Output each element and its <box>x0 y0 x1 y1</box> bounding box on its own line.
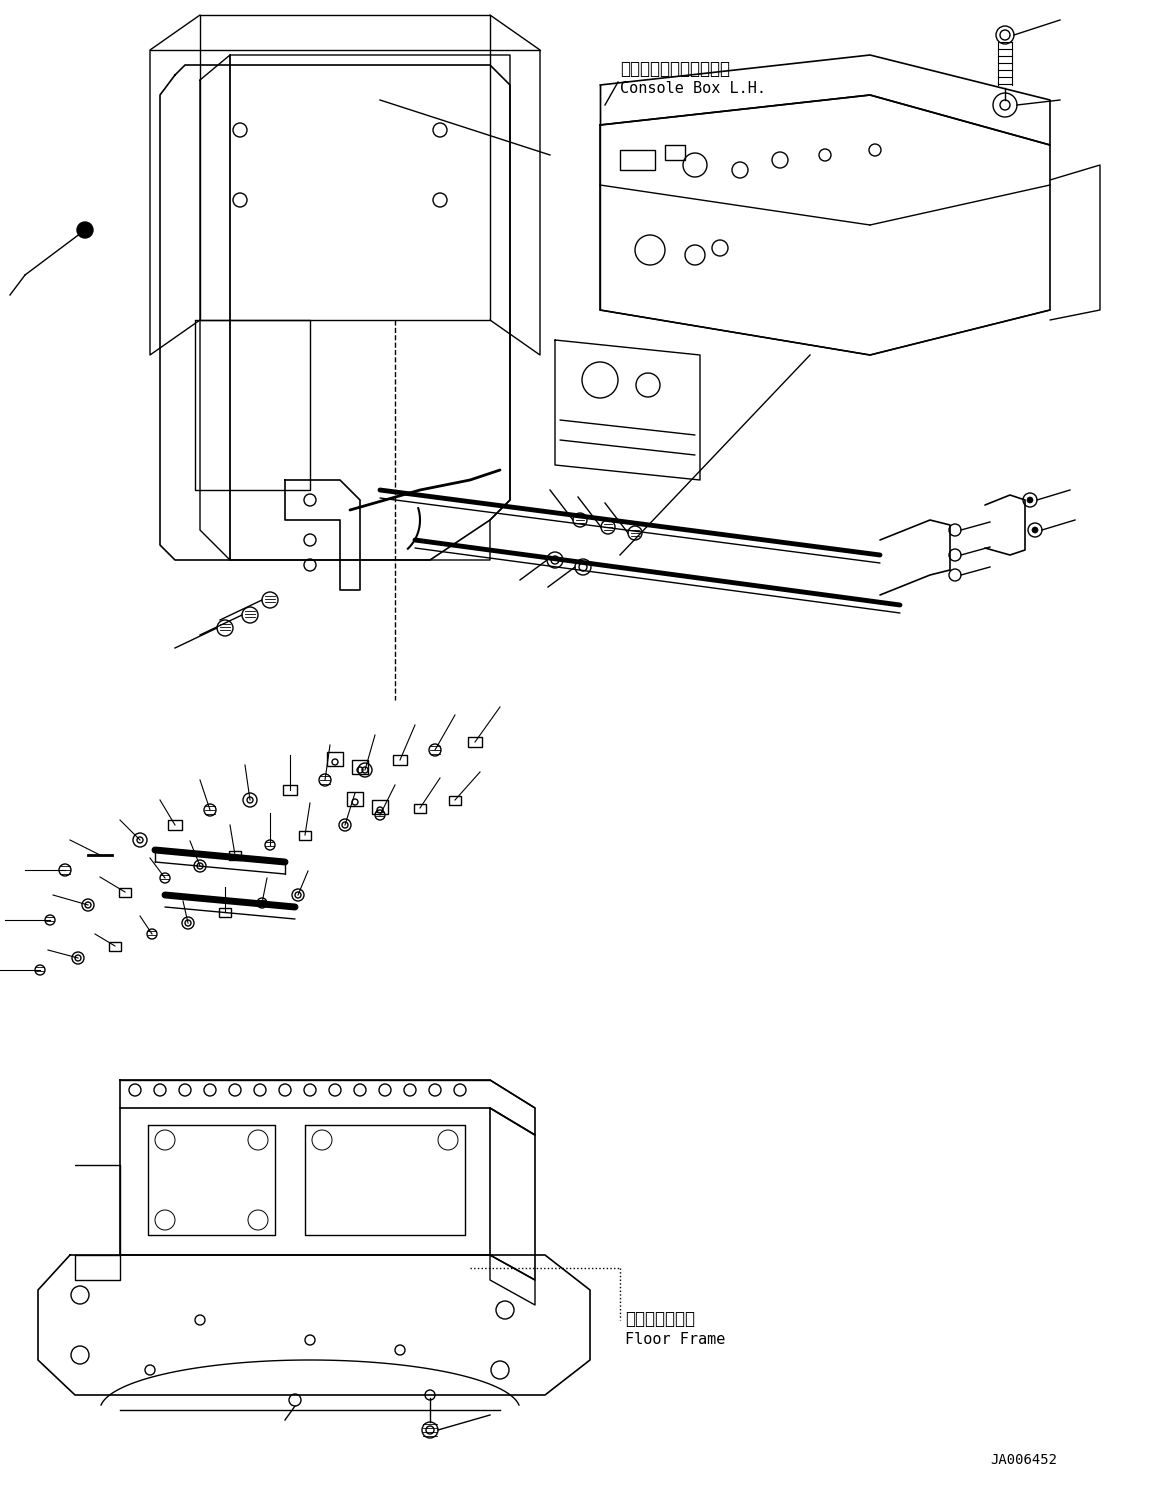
Bar <box>119 888 131 897</box>
Bar <box>373 800 388 815</box>
Bar <box>327 752 342 765</box>
Bar <box>352 759 368 774</box>
Bar <box>168 821 182 830</box>
Circle shape <box>1032 527 1038 533</box>
Bar <box>109 941 121 950</box>
Bar <box>283 785 297 795</box>
Bar <box>299 831 311 840</box>
Text: Console Box L.H.: Console Box L.H. <box>620 81 766 95</box>
Bar <box>414 804 426 813</box>
Text: フロアフレーム: フロアフレーム <box>625 1310 695 1328</box>
Circle shape <box>80 225 90 236</box>
Bar <box>449 797 460 806</box>
Text: JA006452: JA006452 <box>990 1453 1057 1467</box>
Bar <box>467 737 482 747</box>
Bar <box>665 145 685 160</box>
Circle shape <box>1027 497 1033 503</box>
Bar <box>347 792 363 806</box>
Text: コンソールボックス　左: コンソールボックス 左 <box>620 60 730 78</box>
Circle shape <box>78 222 93 239</box>
Text: Floor Frame: Floor Frame <box>625 1332 725 1347</box>
Bar <box>219 909 231 918</box>
Bar <box>229 850 241 859</box>
Bar <box>620 151 655 170</box>
Bar <box>393 755 407 765</box>
